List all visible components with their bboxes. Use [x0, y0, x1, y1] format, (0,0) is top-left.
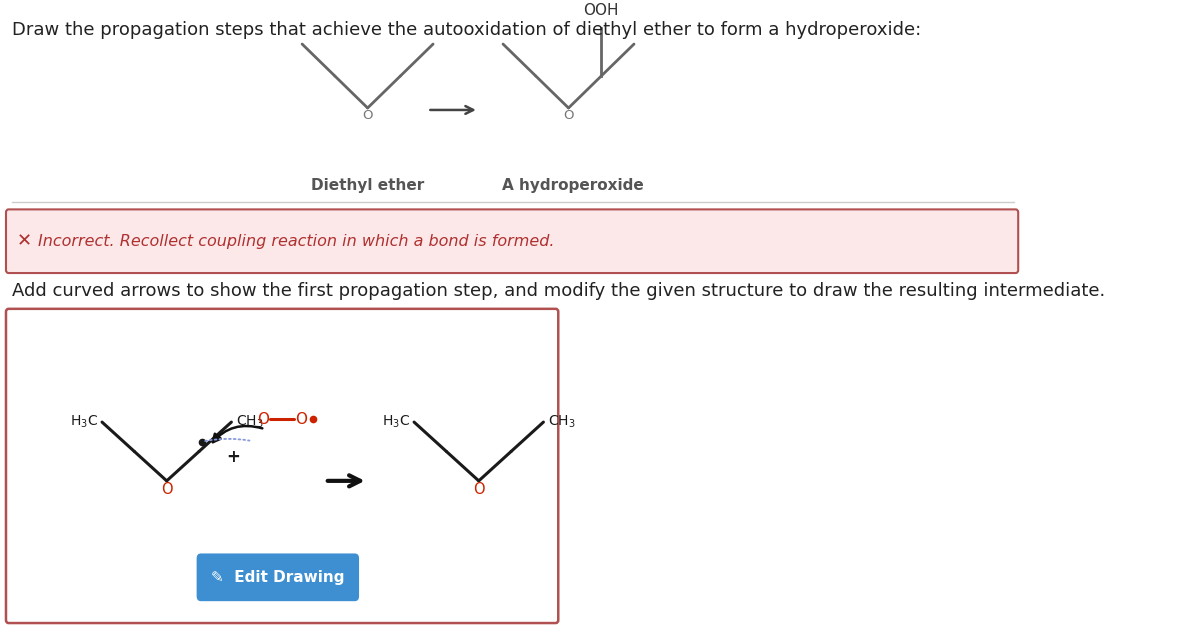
Text: +: + [227, 448, 240, 466]
Text: O: O [257, 411, 269, 427]
Text: A hydroperoxide: A hydroperoxide [502, 178, 643, 193]
Text: H$_3$C: H$_3$C [70, 414, 97, 430]
FancyBboxPatch shape [6, 309, 558, 623]
FancyBboxPatch shape [6, 209, 1019, 273]
Text: Draw the propagation steps that achieve the autooxidation of diethyl ether to fo: Draw the propagation steps that achieve … [12, 21, 922, 39]
Text: OOH: OOH [583, 3, 619, 18]
Text: Add curved arrows to show the first propagation step, and modify the given struc: Add curved arrows to show the first prop… [12, 282, 1105, 300]
FancyBboxPatch shape [197, 554, 359, 601]
Text: O: O [161, 482, 173, 497]
Text: O: O [362, 109, 373, 123]
Text: O: O [473, 482, 485, 497]
Text: O: O [563, 109, 574, 123]
Text: O: O [295, 411, 307, 427]
Text: CH$_3$: CH$_3$ [235, 414, 263, 430]
Text: Incorrect. Recollect coupling reaction in which a bond is formed.: Incorrect. Recollect coupling reaction i… [38, 234, 554, 249]
Text: ✎  Edit Drawing: ✎ Edit Drawing [211, 570, 344, 585]
Text: H$_3$C: H$_3$C [382, 414, 410, 430]
Text: Diethyl ether: Diethyl ether [311, 178, 425, 193]
Text: CH$_3$: CH$_3$ [547, 414, 575, 430]
Text: ✕: ✕ [17, 232, 31, 250]
